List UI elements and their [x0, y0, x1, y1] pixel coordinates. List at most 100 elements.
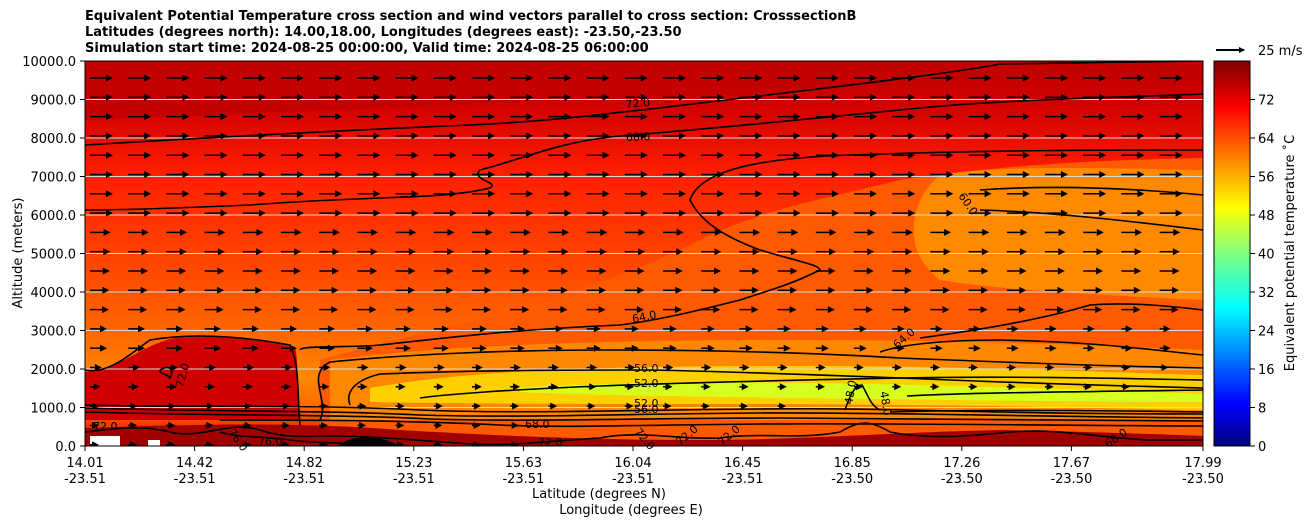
wind-arrow-head: [1046, 383, 1054, 391]
wind-arrow-head: [484, 306, 492, 314]
wind-arrow-head: [526, 113, 534, 121]
wind-arrow-head: [293, 267, 301, 275]
contour-52-b: [419, 376, 1203, 399]
wind-arrow-head: [1095, 286, 1103, 294]
wind-arrow-head: [1137, 151, 1145, 159]
wind-arrow-head: [1172, 267, 1180, 275]
wind-arrow-head: [640, 132, 648, 140]
wind-arrow-head: [790, 248, 798, 256]
wind-arrow-head: [175, 325, 183, 333]
wind-arrow-head: [742, 364, 750, 371]
wind-arrow-head: [526, 190, 534, 198]
colorbar-tick-label: 72: [1258, 94, 1275, 109]
wind-arrow-head: [398, 383, 406, 391]
wind-arrow-head: [209, 364, 217, 371]
wind-arrow-head: [669, 344, 677, 352]
wind-arrow-head: [1022, 171, 1030, 178]
wind-arrow-head: [1099, 190, 1107, 198]
wind-arrow-head: [783, 344, 791, 352]
wind-arrow-head: [182, 151, 190, 159]
wind-arrow-head: [473, 441, 481, 446]
wind-arrow-head: [294, 228, 302, 236]
x-tick-label-lon: -23.50: [1050, 472, 1092, 487]
wind-arrow-head: [1020, 248, 1028, 256]
wind-arrow-head: [335, 190, 343, 198]
x-axis: 14.01-23.5114.42-23.5114.82-23.5115.23-2…: [64, 446, 1224, 487]
wind-arrow-head: [946, 171, 954, 178]
wind-arrow-head: [984, 93, 992, 101]
wind-arrow-head: [246, 383, 254, 391]
wind-arrow-head: [180, 228, 188, 236]
wind-arrow-head: [106, 74, 113, 82]
wind-arrow-head: [943, 248, 951, 256]
wind-arrow-head: [564, 190, 572, 198]
wind-arrow-head: [552, 364, 560, 371]
x-tick-label-lat: 17.26: [943, 456, 980, 471]
wind-arrow-head: [755, 93, 763, 101]
wind-arrow-head: [1175, 190, 1183, 198]
wind-arrow-head: [258, 190, 266, 198]
wind-arrow-head: [817, 383, 825, 391]
wind-arrow-head: [866, 267, 874, 275]
wind-arrow-head: [676, 248, 684, 256]
wind-arrow-head: [289, 344, 297, 352]
wind-arrow-head: [1175, 151, 1183, 159]
title-line-3: Simulation start time: 2024-08-25 00:00:…: [85, 41, 649, 56]
wind-arrow-head: [206, 402, 214, 410]
wind-arrow-head: [1087, 344, 1095, 352]
wind-arrow-head: [171, 364, 179, 371]
wind-arrow-head: [293, 306, 301, 314]
wind-arrow-head: [562, 228, 570, 236]
wind-arrow-head: [1125, 344, 1133, 352]
contour-48-spike: [844, 384, 881, 411]
contour-56-low: [85, 404, 1203, 415]
field-yellowgreen-core: [520, 382, 1203, 402]
wind-arrow-head: [707, 344, 715, 352]
wind-arrow-head: [627, 383, 635, 391]
wind-arrow-head: [867, 228, 875, 236]
wind-arrow-head: [435, 480, 442, 487]
wind-arrow-head: [793, 190, 801, 198]
wind-arrow-head: [1019, 286, 1027, 294]
wind-arrow-head: [628, 364, 636, 371]
wind-arrow-head: [793, 132, 801, 140]
contour-68-upper: [85, 93, 1203, 211]
wind-arrow-head: [560, 286, 568, 294]
contour-label: 72.0: [93, 420, 118, 433]
wind-arrow-head: [332, 267, 340, 275]
wind-arrow-head: [1137, 171, 1145, 178]
wind-arrow-head: [441, 344, 449, 352]
wind-arrow-head: [755, 171, 763, 178]
y-tick-label: 3000.0: [31, 325, 77, 340]
wind-arrow-head: [144, 171, 152, 178]
wind-arrow-head: [829, 248, 837, 256]
wind-arrow-head: [740, 402, 748, 410]
colorbar-tick-label: 40: [1258, 248, 1275, 263]
wind-arrow-head: [144, 74, 152, 82]
y-tick-label: 2000.0: [31, 363, 77, 378]
wind-arrow-head: [1061, 171, 1068, 178]
wind-arrow-head: [182, 74, 190, 82]
wind-arrow-head: [793, 209, 801, 217]
wind-arrow-head: [1137, 132, 1145, 140]
wind-arrow-head: [905, 267, 913, 275]
wind-arrow-head: [714, 248, 722, 256]
wind-arrow-head: [397, 402, 405, 410]
colorbar-tick-label: 32: [1258, 286, 1275, 301]
wind-arrow-head: [370, 248, 378, 256]
wind-arrow-head: [220, 93, 228, 101]
x-tick-label-lon: -23.51: [393, 472, 435, 487]
wind-arrow-head: [449, 93, 457, 101]
wind-arrow-head: [373, 209, 381, 217]
colorbar-tick-label: 24: [1258, 325, 1275, 340]
y-tick-label: 8000.0: [31, 132, 77, 147]
wind-arrow-head: [1049, 344, 1057, 352]
wind-arrow-head: [220, 209, 228, 217]
wind-arrow-head: [130, 402, 138, 410]
colorbar-tick-label: 0: [1258, 440, 1266, 455]
contour-label: 72.0: [625, 96, 651, 111]
wind-arrow-head: [327, 325, 335, 333]
wind-arrow-head: [1061, 74, 1068, 82]
wind-arrow-head: [867, 248, 875, 256]
wind-arrow-head: [474, 480, 481, 487]
